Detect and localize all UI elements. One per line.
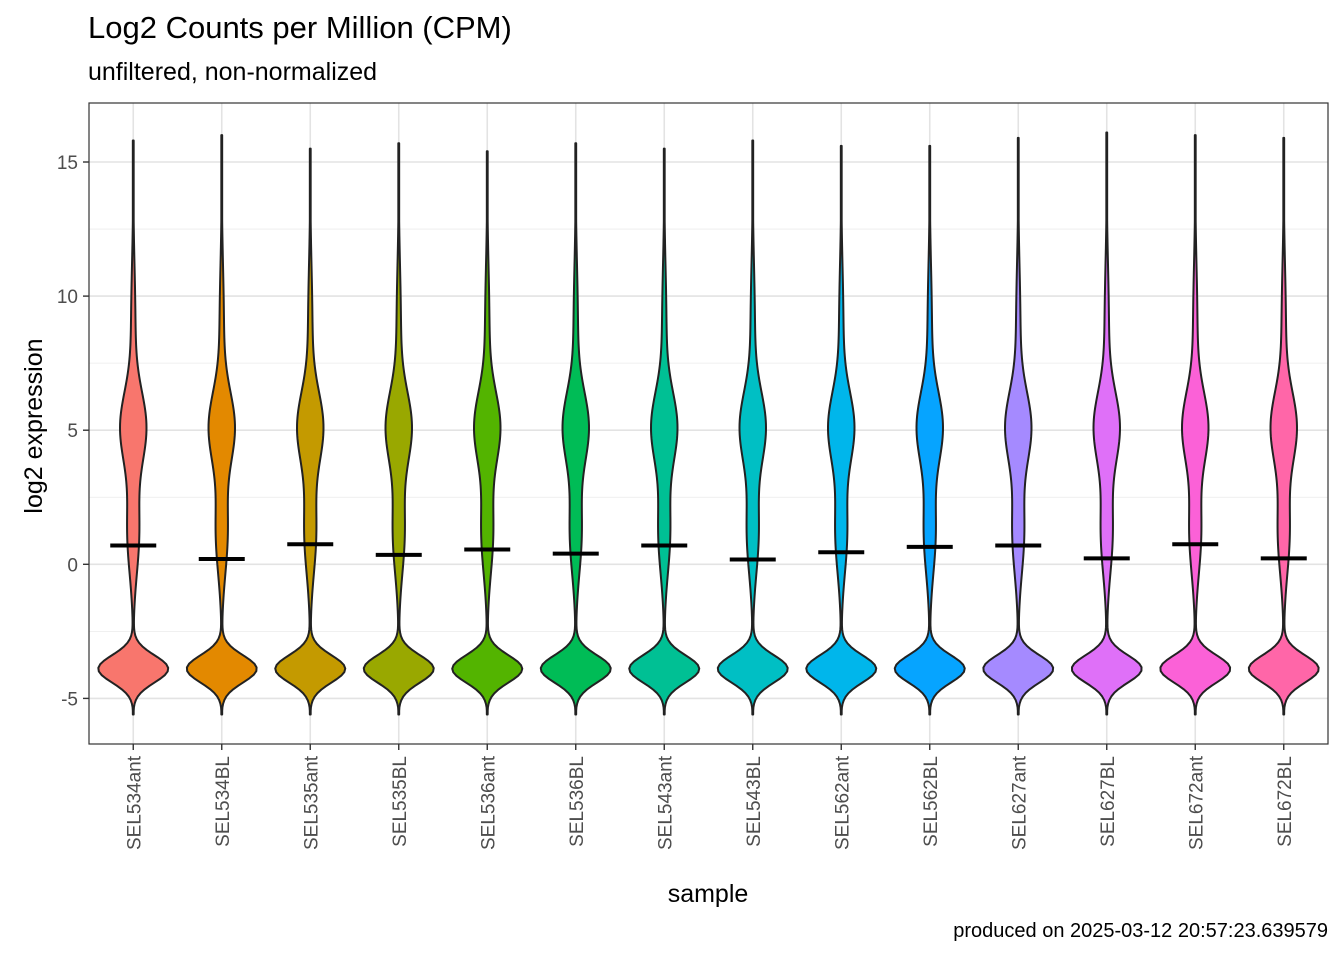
y-tick-label: 15: [57, 153, 78, 174]
x-axis: SEL534ant SEL534BL SEL535ant SEL535BL SEL536…: [124, 744, 1296, 850]
y-axis: -5 0 5 10 15: [57, 153, 89, 710]
violin-SEL562ant: [805, 144, 878, 716]
y-tick-label: 5: [67, 421, 78, 442]
x-tick-label: SEL672ant: [1186, 755, 1207, 850]
x-tick-label: SEL543BL: [744, 756, 765, 847]
violin-SEL536ant: [451, 150, 524, 716]
y-tick-label: -5: [61, 689, 78, 710]
y-tick-label: 10: [57, 287, 78, 308]
x-tick-label: SEL627ant: [1009, 755, 1030, 850]
violin-SEL562BL: [893, 144, 966, 716]
violin-series: [97, 131, 1320, 716]
violin-SEL534BL: [185, 134, 258, 716]
violin-SEL543BL: [716, 139, 789, 716]
x-tick-label: SEL562BL: [921, 756, 942, 847]
x-tick-label: SEL627BL: [1098, 756, 1119, 847]
x-tick-label: SEL535BL: [390, 756, 411, 847]
median-markers: [110, 542, 1307, 562]
violin-SEL672ant: [1159, 134, 1232, 716]
y-axis-title: log2 expression: [20, 338, 48, 513]
x-tick-label: SEL534ant: [124, 755, 145, 850]
chart-title: Log2 Counts per Million (CPM): [88, 10, 512, 45]
x-tick-label: SEL535ant: [301, 755, 322, 850]
x-tick-label: SEL672BL: [1275, 756, 1296, 847]
x-tick-label: SEL536BL: [567, 756, 588, 847]
x-tick-label: SEL536ant: [478, 755, 499, 850]
x-tick-label: SEL543ant: [655, 755, 676, 850]
y-tick-label: 0: [67, 555, 78, 576]
violin-SEL535ant: [274, 147, 347, 716]
violin-SEL535BL: [362, 142, 435, 716]
violin-SEL627BL: [1070, 131, 1143, 716]
x-axis-title: sample: [668, 880, 749, 908]
x-tick-label: SEL534BL: [213, 756, 234, 847]
violin-SEL543ant: [628, 147, 701, 716]
violin-SEL627ant: [982, 136, 1055, 716]
grid-lines: [89, 103, 1328, 744]
violin-SEL536BL: [539, 142, 612, 716]
panel-border: [88, 102, 1329, 745]
chart-subtitle: unfiltered, non-normalized: [88, 58, 378, 86]
violin-SEL672BL: [1247, 136, 1320, 716]
x-tick-label: SEL562ant: [832, 755, 853, 850]
violin-SEL534ant: [97, 139, 170, 716]
chart-caption: produced on 2025-03-12 20:57:23.639579: [953, 920, 1328, 942]
